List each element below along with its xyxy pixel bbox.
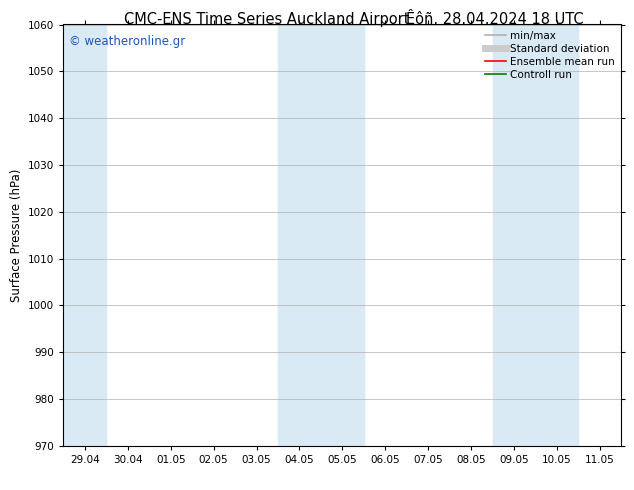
- Y-axis label: Surface Pressure (hPa): Surface Pressure (hPa): [10, 169, 23, 302]
- Bar: [278, 24, 364, 446]
- Bar: [493, 24, 578, 446]
- Text: © weatheronline.gr: © weatheronline.gr: [69, 35, 185, 48]
- Text: Êôñ. 28.04.2024 18 UTC: Êôñ. 28.04.2024 18 UTC: [406, 12, 583, 27]
- Text: CMC-ENS Time Series Auckland Airport: CMC-ENS Time Series Auckland Airport: [124, 12, 409, 27]
- Bar: [63, 24, 107, 446]
- Legend: min/max, Standard deviation, Ensemble mean run, Controll run: min/max, Standard deviation, Ensemble me…: [482, 27, 618, 83]
